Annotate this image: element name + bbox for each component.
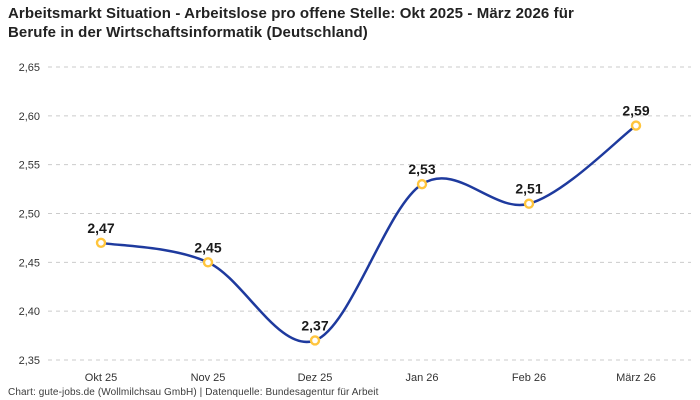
x-tick-label: Dez 25	[298, 372, 333, 384]
y-tick-label: 2,50	[19, 209, 40, 221]
data-point-marker	[416, 178, 428, 190]
x-tick-label: Nov 25	[191, 372, 226, 384]
data-point-marker	[309, 335, 321, 346]
data-point-label: 2,53	[408, 161, 435, 177]
data-point-marker	[95, 237, 107, 249]
y-tick-label: 2,35	[19, 355, 40, 367]
y-tick-label: 2,60	[19, 111, 40, 123]
y-tick-label: 2,65	[19, 62, 40, 74]
chart-title: Arbeitsmarkt Situation - Arbeitslose pro…	[8, 4, 684, 42]
y-tick-label: 2,45	[19, 257, 40, 269]
data-point-marker	[202, 257, 214, 268]
data-point-marker	[630, 120, 642, 131]
data-point-label: 2,45	[194, 239, 221, 255]
x-tick-label: Feb 26	[512, 372, 546, 384]
data-point-label: 2,59	[622, 103, 649, 119]
data-line	[99, 124, 638, 344]
y-tick-label: 2,40	[19, 306, 40, 318]
y-tick-label: 2,55	[19, 160, 40, 172]
data-point-label: 2,37	[301, 317, 328, 333]
x-tick-label: März 26	[616, 372, 656, 384]
chart-title-line1: Arbeitsmarkt Situation - Arbeitslose pro…	[8, 5, 574, 22]
data-point-label: 2,47	[87, 220, 114, 236]
chart-credit: Chart: gute-jobs.de (Wollmilchsau GmbH) …	[8, 387, 379, 398]
x-tick-label: Okt 25	[85, 372, 117, 384]
chart-title-line2: Berufe in der Wirtschaftsinformatik (Deu…	[8, 24, 368, 41]
data-point-label: 2,51	[515, 181, 542, 197]
x-tick-label: Jan 26	[405, 372, 438, 384]
data-point-marker	[523, 198, 535, 209]
